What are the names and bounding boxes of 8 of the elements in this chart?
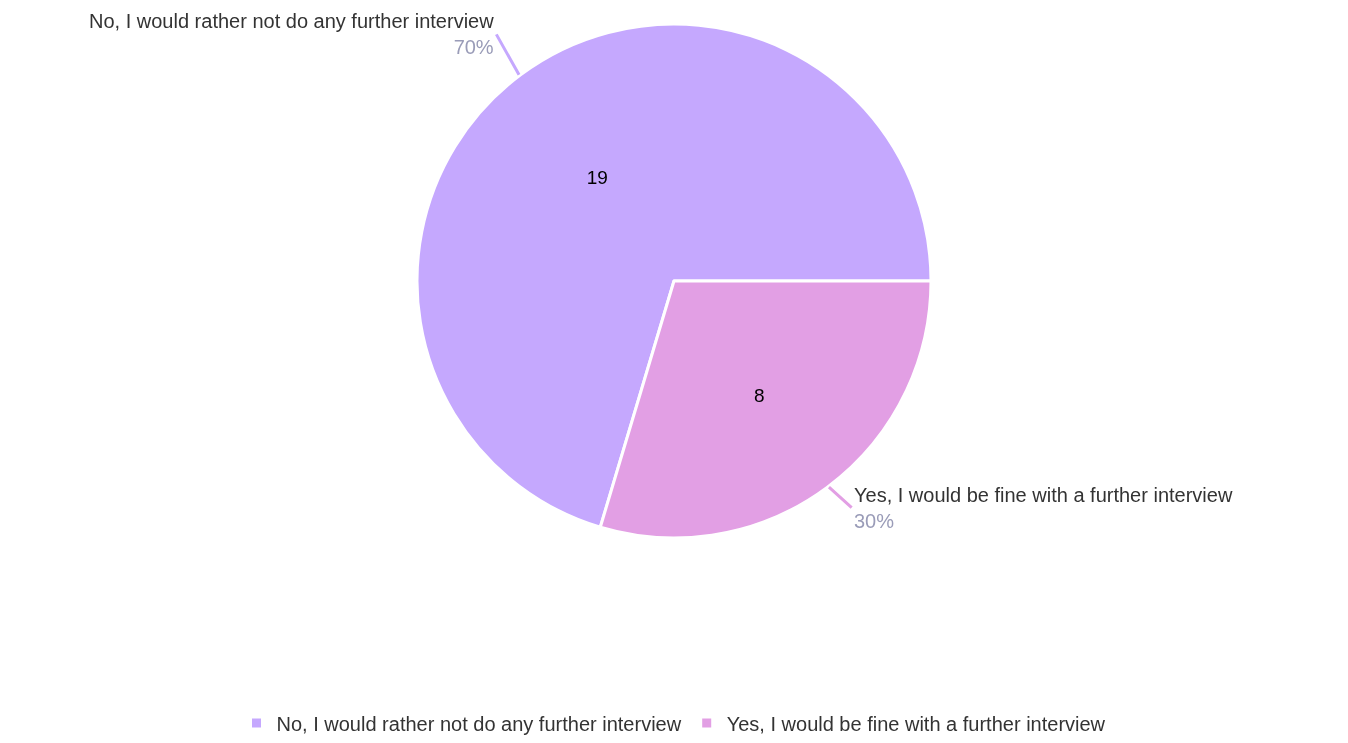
- slice-label: Yes, I would be fine with a further interview: [854, 484, 1233, 506]
- legend-label: No, I would rather not do any further interview: [276, 712, 682, 735]
- slice-label: No, I would rather not do any further interview: [89, 10, 495, 32]
- legend-label: Yes, I would be fine with a further interview: [726, 712, 1106, 735]
- data-label: 8: [753, 384, 765, 406]
- data-label: 19: [586, 167, 608, 189]
- text: 30%: [854, 510, 895, 532]
- text: 70%: [453, 36, 494, 58]
